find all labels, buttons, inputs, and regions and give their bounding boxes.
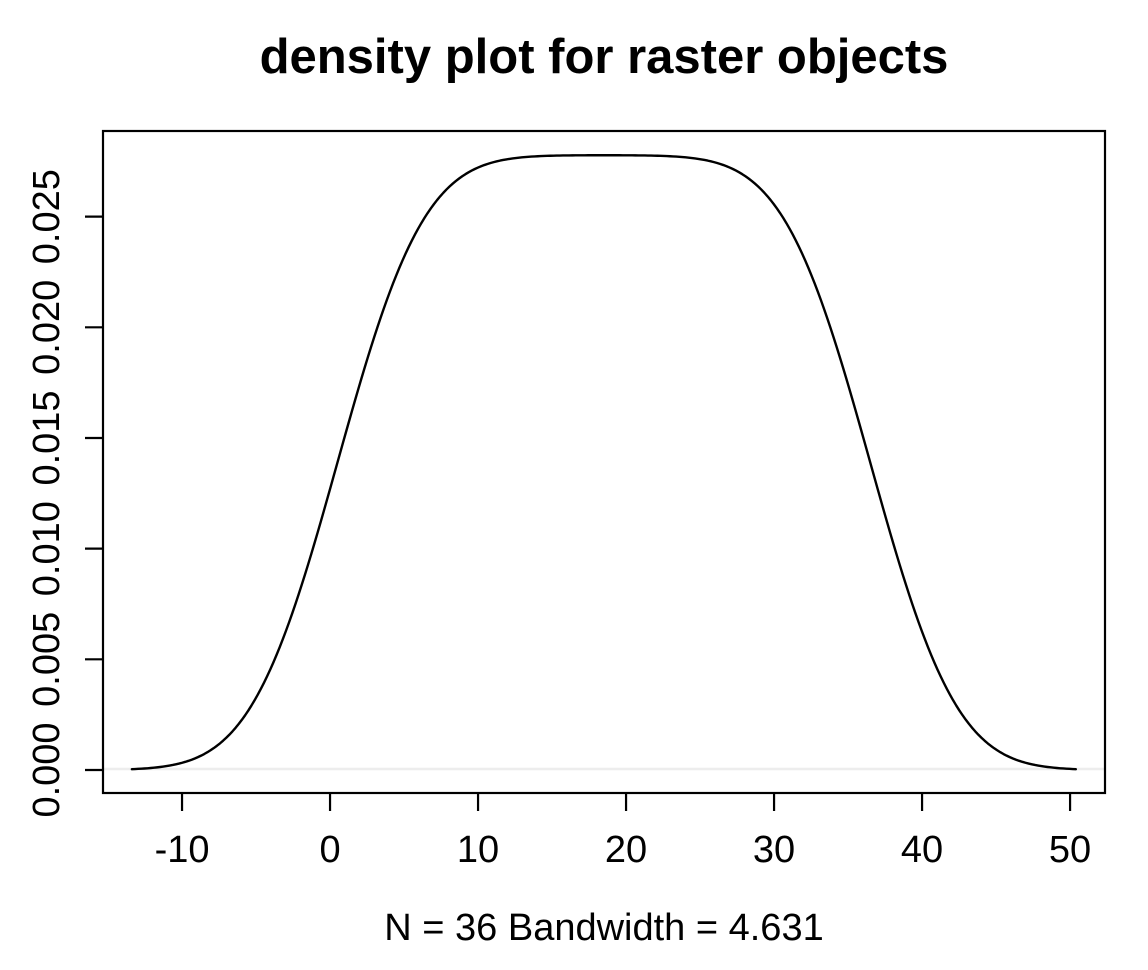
y-axis-tick-label: 0.010 — [26, 501, 68, 596]
x-axis: -10 0 10 20 30 40 50 — [155, 793, 1091, 871]
y-axis-tick-label: 0.005 — [26, 612, 68, 707]
plot-box — [101, 129, 1107, 795]
x-axis-label: N = 36 Bandwidth = 4.631 — [384, 907, 823, 949]
y-axis-tick-label: 0.015 — [26, 390, 68, 485]
x-axis-tick-label: 0 — [319, 829, 340, 871]
chart-title: density plot for raster objects — [260, 30, 949, 84]
y-axis-tick-label: 0.000 — [26, 722, 68, 817]
x-axis-tick-label: 30 — [753, 829, 795, 871]
x-axis-tick-label: 20 — [605, 829, 647, 871]
x-axis-tick-label: 10 — [457, 829, 499, 871]
density-curve — [130, 154, 1078, 771]
y-axis: 0.000 0.005 0.010 0.015 0.020 0.025 — [26, 169, 103, 818]
x-axis-tick-label: 40 — [901, 829, 943, 871]
x-axis-tick-label: -10 — [155, 829, 210, 871]
y-axis-tick-label: 0.020 — [26, 280, 68, 375]
y-axis-tick-label: 0.025 — [26, 169, 68, 264]
x-axis-tick-label: 50 — [1049, 829, 1091, 871]
